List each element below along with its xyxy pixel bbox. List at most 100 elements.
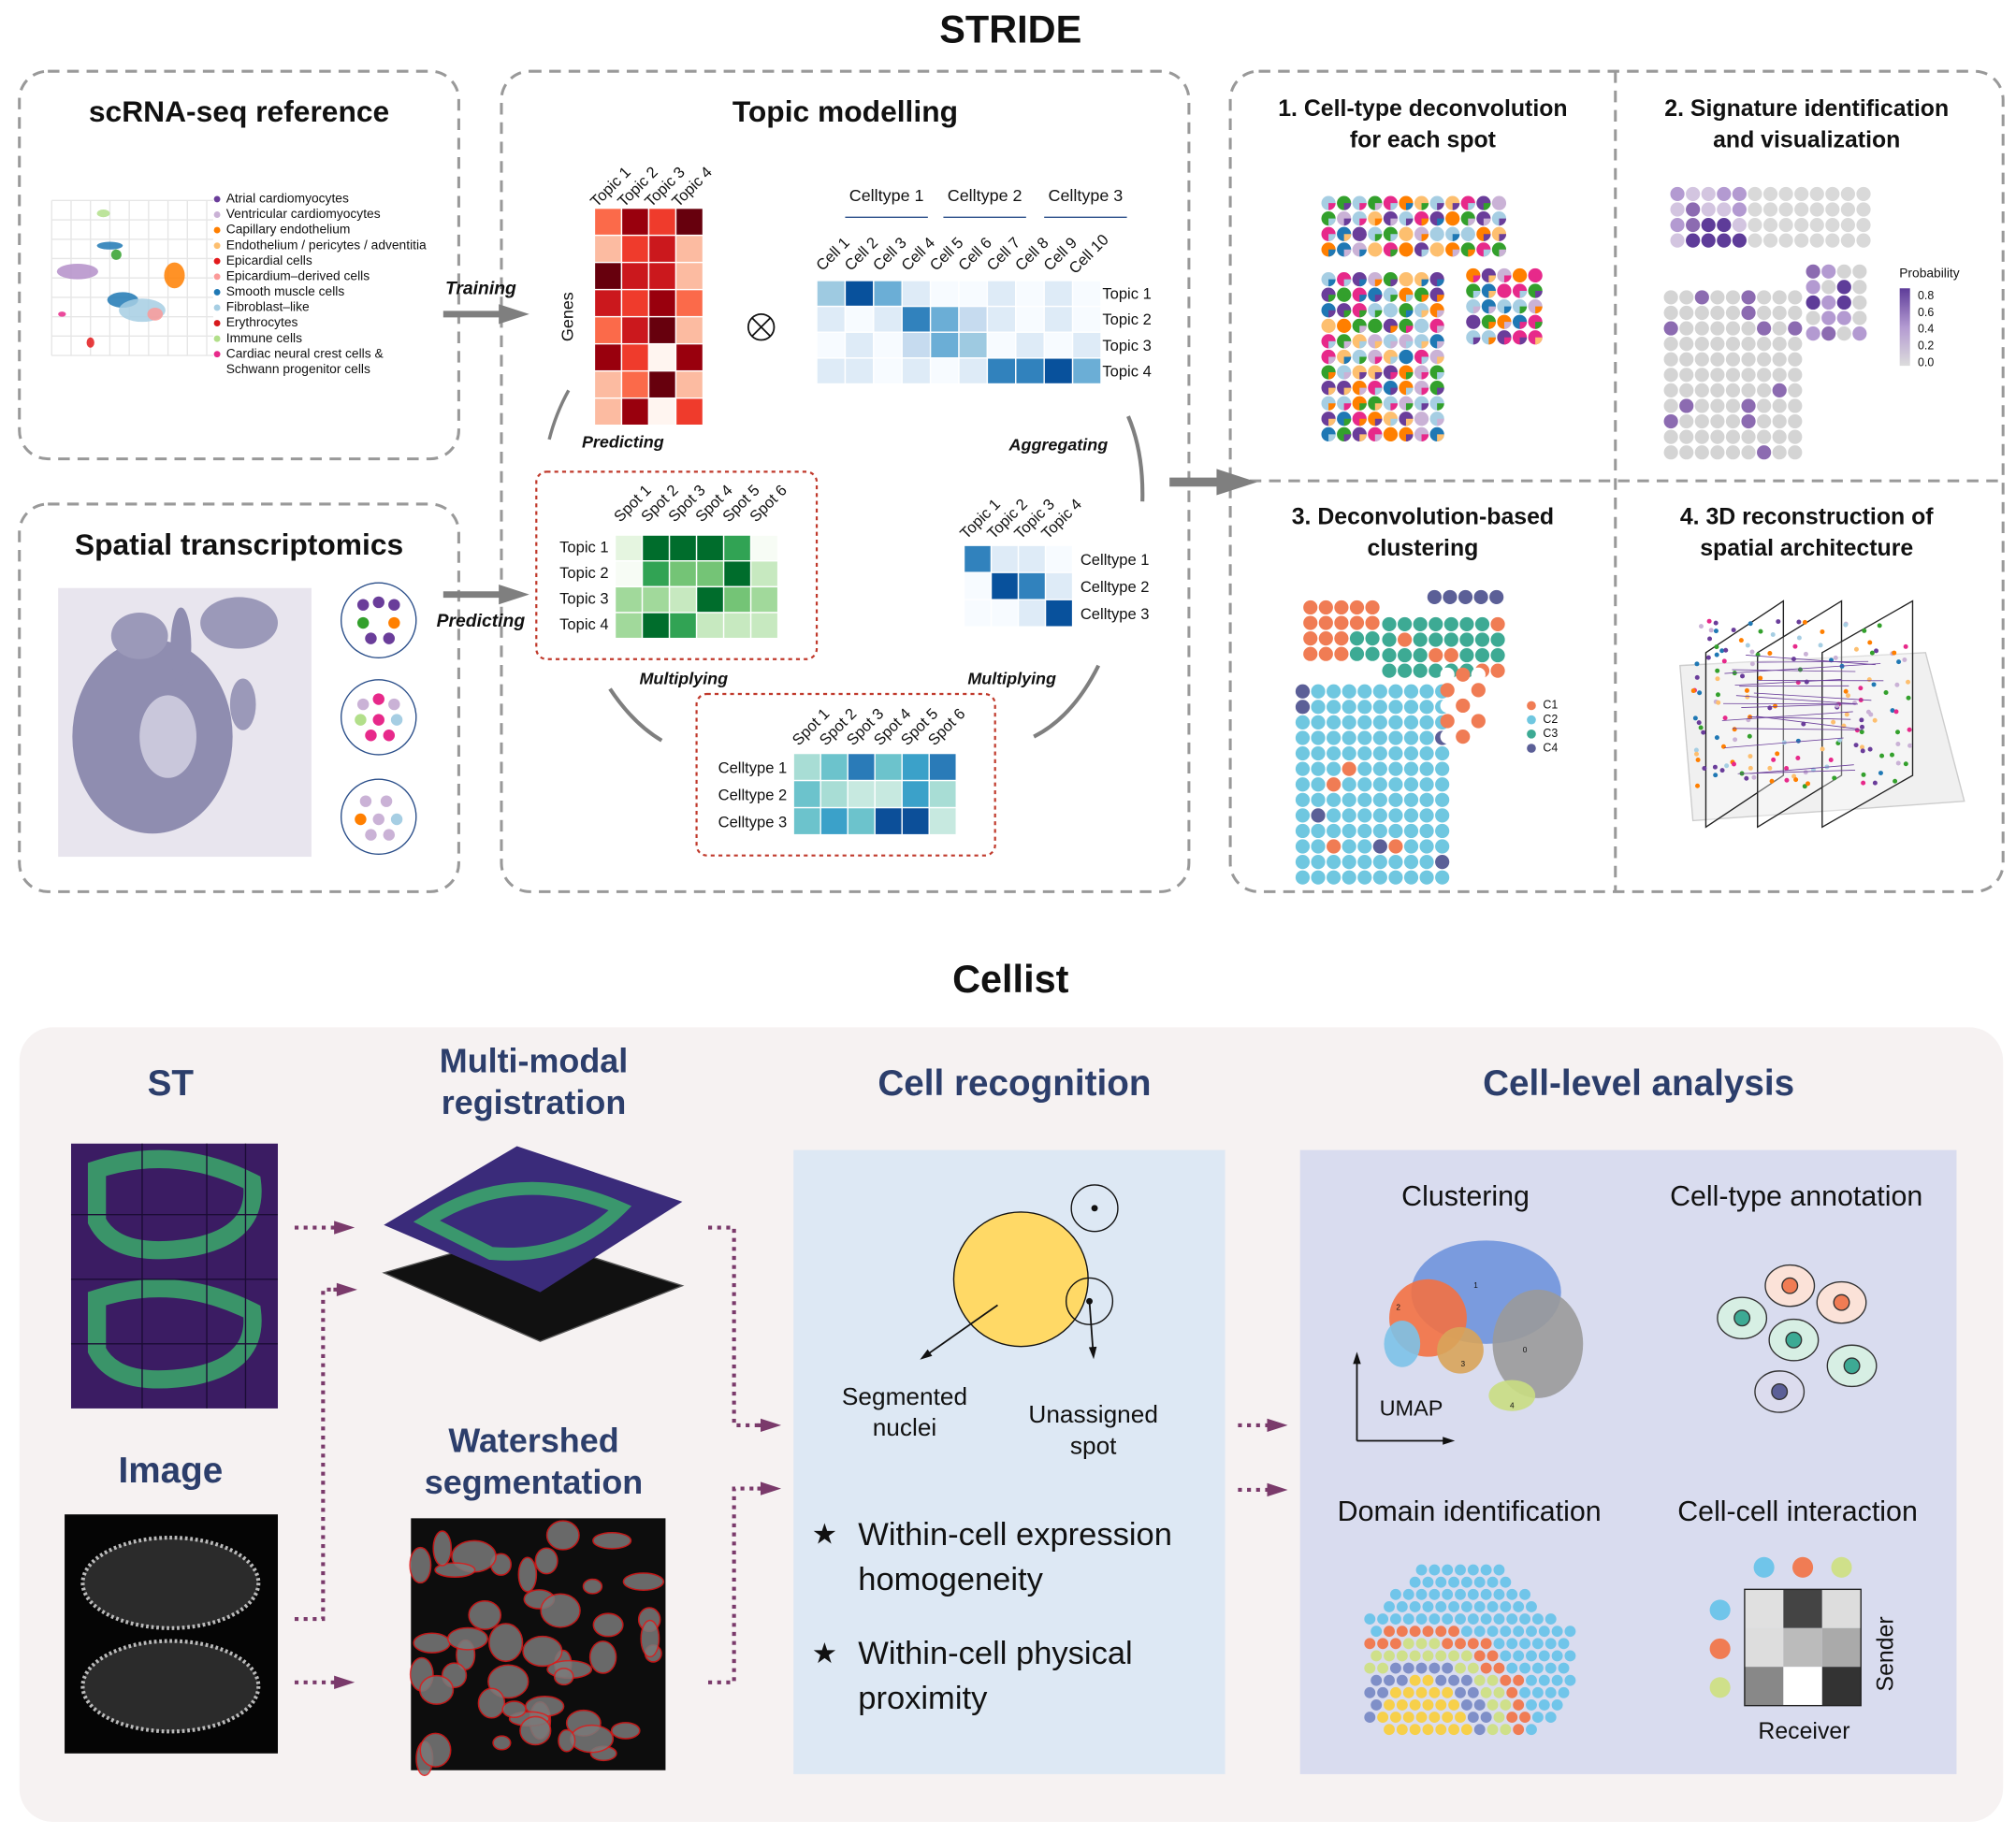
dot [1513, 1650, 1525, 1662]
dot [1429, 1564, 1441, 1576]
nucleus [446, 1626, 488, 1651]
dot [1389, 1613, 1401, 1625]
dot [1710, 383, 1725, 397]
pie [1343, 234, 1352, 241]
label: Ventricular cardiomyocytes [226, 206, 381, 221]
dot [1694, 398, 1709, 413]
dot [1840, 186, 1856, 202]
dot [1435, 1724, 1447, 1736]
dot [356, 698, 370, 711]
dot [1762, 186, 1778, 202]
dot [1836, 311, 1851, 325]
dot [1714, 735, 1719, 741]
cell [620, 234, 650, 264]
dot [1698, 624, 1704, 629]
dot [1443, 647, 1458, 663]
dot [1710, 321, 1725, 336]
dot [1732, 202, 1747, 217]
dot [1389, 1712, 1401, 1724]
dot [1318, 631, 1333, 646]
dot [1513, 1674, 1525, 1686]
dot [1806, 264, 1820, 279]
dot [1856, 217, 1871, 233]
dot [1792, 643, 1798, 649]
pie [1374, 325, 1383, 333]
tissue [413, 1181, 632, 1261]
cell [901, 779, 930, 809]
dot [1670, 202, 1685, 217]
dot [1364, 1686, 1376, 1698]
label: 1 [1473, 1281, 1478, 1290]
dot [1493, 1638, 1505, 1650]
nucleus [468, 1599, 502, 1630]
dot [1435, 808, 1450, 823]
label: Epicardium–derived cells [226, 267, 370, 282]
dot [1694, 352, 1709, 367]
dot [1856, 202, 1871, 217]
cell [874, 779, 903, 809]
cell [647, 397, 677, 426]
label: Watershed [448, 1422, 618, 1460]
dot [1538, 1625, 1550, 1638]
pie [1328, 234, 1336, 241]
cell [928, 806, 957, 836]
nucleus [419, 1732, 452, 1768]
dot [1487, 1576, 1499, 1588]
label: homogeneity [858, 1562, 1043, 1597]
pie [1437, 295, 1444, 302]
cell [647, 315, 677, 345]
pie [1390, 356, 1398, 365]
dot [1748, 754, 1753, 759]
label: Smooth muscle cells [226, 283, 345, 298]
label: Unassigned [1028, 1400, 1158, 1428]
dot [1725, 290, 1741, 305]
pie [1421, 434, 1429, 441]
dot [1459, 647, 1474, 663]
cell [1015, 305, 1045, 333]
dot [1545, 1686, 1557, 1698]
dot [1519, 1712, 1531, 1724]
dot [1706, 618, 1712, 624]
pie [1359, 325, 1367, 333]
dot [1717, 233, 1732, 248]
dot [1861, 772, 1866, 777]
cell [593, 397, 623, 426]
cell [674, 397, 704, 426]
dot [1526, 1699, 1537, 1711]
dot [213, 195, 221, 203]
dot [1419, 855, 1434, 870]
dot [1467, 1686, 1479, 1698]
dot [1471, 667, 1486, 682]
link [1756, 715, 1859, 730]
matrix-border [1744, 1588, 1862, 1707]
dot [1843, 622, 1849, 628]
dot [1792, 1556, 1814, 1578]
cell [901, 305, 932, 333]
dot [1809, 233, 1824, 248]
dot [1670, 233, 1685, 248]
pie [1437, 387, 1444, 396]
arrow-head [1216, 469, 1257, 496]
dot [1295, 839, 1311, 854]
label: Celltype 2 [948, 186, 1023, 205]
dot [1825, 186, 1840, 202]
pie [1405, 203, 1414, 210]
dot [1429, 1662, 1441, 1674]
dot [1663, 413, 1678, 429]
nucleus [592, 1531, 632, 1550]
dot [388, 599, 400, 611]
dot [1403, 808, 1419, 823]
dot [1500, 1650, 1512, 1662]
label: 0.8 [1918, 289, 1934, 302]
cell [674, 207, 704, 237]
dot [1384, 1724, 1395, 1736]
dot [1474, 616, 1490, 632]
label: proximity [858, 1681, 988, 1716]
dot [1698, 725, 1704, 730]
dot [1448, 1576, 1460, 1588]
label: 4 [1510, 1401, 1515, 1409]
dot [1694, 429, 1709, 444]
dot [1372, 730, 1387, 745]
cell [668, 560, 698, 588]
dot [1757, 429, 1772, 444]
